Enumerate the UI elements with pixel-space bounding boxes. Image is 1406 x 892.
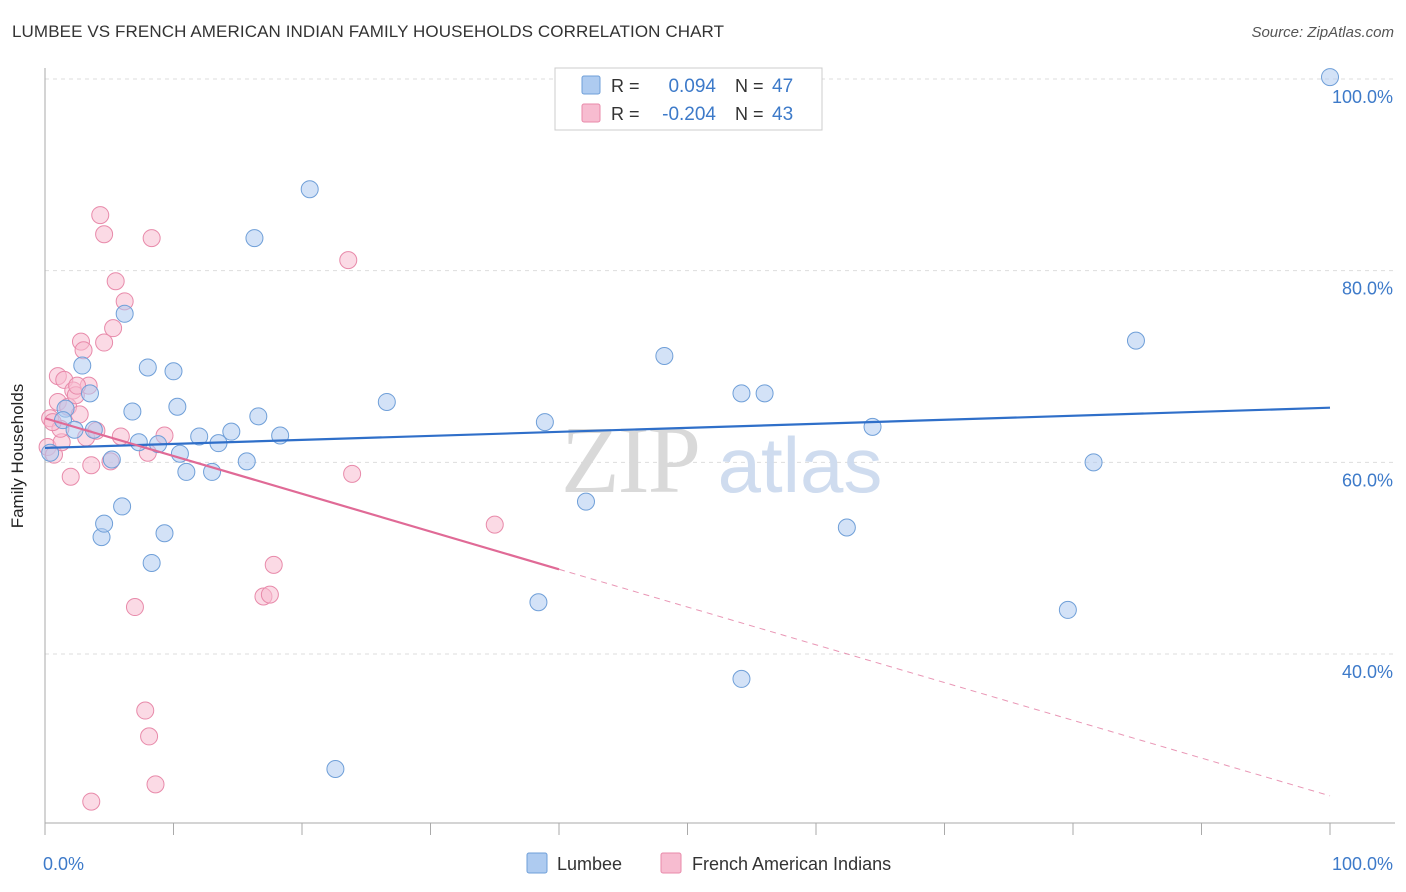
lumbee-point-16 — [155, 524, 174, 543]
lumbee-point-45 — [1321, 68, 1339, 87]
chart-title: LUMBEE VS FRENCH AMERICAN INDIAN FAMILY … — [12, 22, 725, 41]
lumbee-point-11 — [115, 304, 134, 323]
lumbee-point-19 — [168, 397, 187, 416]
french-point-37 — [343, 464, 362, 483]
lumbee-point-12 — [123, 402, 142, 421]
lumbee-point-39 — [755, 384, 774, 403]
legend-n-value-lumbee: 47 — [772, 76, 793, 97]
correlation-legend: R = 0.094 N = 47 R = -0.204 N = 43 — [554, 67, 823, 131]
french-point-20 — [95, 333, 114, 352]
lumbee-point-18 — [164, 362, 183, 381]
y-tick-labels: 40.0% 60.0% 80.0% 100.0% — [1332, 87, 1393, 682]
french-point-39 — [82, 792, 101, 811]
french-point-19 — [95, 225, 114, 244]
lumbee-point-30 — [300, 180, 319, 199]
x-tick-labels: 0.0% 100.0% — [43, 854, 1393, 874]
x-tick-label-min: 0.0% — [43, 854, 84, 874]
legend-n-label-2: N = — [735, 104, 764, 124]
lumbee-point-14 — [138, 358, 157, 377]
french-point-22 — [104, 319, 123, 338]
legend-r-value-lumbee: 0.094 — [668, 76, 716, 97]
french-point-16 — [82, 456, 101, 475]
french-point-13 — [74, 341, 93, 360]
french-point-31 — [146, 775, 165, 794]
french-point-36 — [339, 251, 358, 270]
legend-n-value-french: 43 — [772, 104, 793, 125]
lumbee-point-20 — [170, 444, 189, 463]
bottom-legend-lumbee: Lumbee — [557, 854, 622, 874]
legend-r-label-1: R = — [611, 76, 640, 96]
grid-lines — [45, 78, 1395, 655]
series-french-american-indians — [38, 206, 504, 811]
lumbee-point-9 — [102, 450, 121, 469]
bottom-legend-french: French American Indians — [692, 854, 891, 874]
lumbee-point-37 — [732, 669, 751, 688]
lumbee-point-27 — [245, 229, 264, 248]
french-point-8 — [61, 467, 80, 486]
y-tick-label-60: 60.0% — [1342, 470, 1393, 490]
lumbee-point-22 — [190, 427, 209, 446]
legend-swatch-french — [581, 103, 601, 123]
y-tick-label-40: 40.0% — [1342, 662, 1393, 682]
lumbee-point-32 — [377, 392, 396, 411]
lumbee-point-25 — [222, 422, 241, 441]
lumbee-point-42 — [1058, 600, 1077, 619]
y-tick-label-80: 80.0% — [1342, 279, 1393, 299]
lumbee-point-8 — [95, 514, 114, 533]
legend-swatch-lumbee — [581, 75, 601, 95]
legend-r-value-french: -0.204 — [662, 104, 716, 125]
french-point-18 — [91, 206, 110, 225]
trend-lines — [44, 406, 1331, 797]
legend-n-label-1: N = — [735, 76, 764, 96]
source-label: Source: ZipAtlas.com — [1251, 24, 1394, 41]
french-point-30 — [142, 229, 161, 248]
bottom-legend-swatch-lumbee — [526, 852, 548, 874]
french-point-35 — [264, 555, 283, 574]
lumbee-point-33 — [529, 593, 548, 612]
lumbee-point-31 — [326, 760, 345, 778]
lumbee-point-35 — [576, 492, 595, 511]
lumbee-point-5 — [73, 356, 92, 375]
lumbee-point-38 — [732, 384, 751, 403]
lumbee-point-44 — [1126, 331, 1145, 350]
trend-line-french-solid — [44, 417, 560, 571]
lumbee-point-15 — [142, 553, 161, 572]
watermark-atlas: atlas — [718, 421, 883, 509]
lumbee-point-40 — [837, 518, 856, 537]
lumbee-point-10 — [113, 497, 132, 516]
lumbee-point-43 — [1084, 453, 1103, 472]
lumbee-point-36 — [655, 346, 674, 365]
lumbee-point-21 — [177, 462, 196, 481]
y-tick-label-100: 100.0% — [1332, 87, 1393, 107]
lumbee-point-4 — [80, 384, 99, 403]
trend-line-french-dashed — [558, 568, 1331, 797]
french-point-38 — [485, 515, 504, 534]
lumbee-point-26 — [237, 452, 256, 471]
bottom-legend-swatch-french — [660, 852, 682, 874]
french-point-23 — [106, 272, 125, 291]
x-tick-label-max: 100.0% — [1332, 854, 1393, 874]
french-point-29 — [140, 727, 159, 746]
french-point-27 — [136, 701, 155, 720]
legend-r-label-2: R = — [611, 104, 640, 124]
french-point-26 — [125, 598, 144, 617]
lumbee-point-34 — [535, 413, 554, 432]
series-legend: Lumbee French American Indians — [526, 852, 891, 874]
trend-line-lumbee — [44, 406, 1331, 450]
lumbee-point-28 — [249, 407, 268, 426]
french-point-34 — [260, 585, 279, 604]
